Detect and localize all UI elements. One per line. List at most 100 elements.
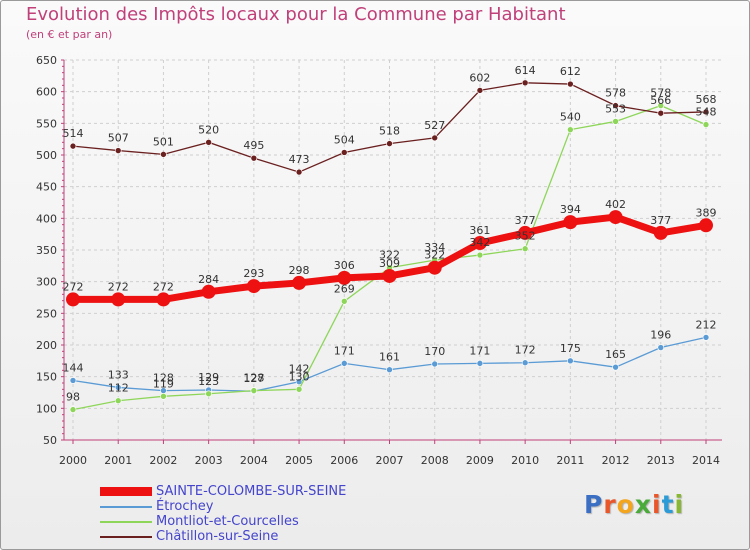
data-label: 495 xyxy=(243,139,264,152)
data-point xyxy=(386,140,393,147)
y-tick-label: 650 xyxy=(36,54,57,67)
data-point xyxy=(250,387,258,394)
data-label: 568 xyxy=(696,93,717,106)
data-label: 527 xyxy=(424,119,445,132)
data-point xyxy=(114,384,122,391)
series-lines xyxy=(66,79,713,413)
data-label: 175 xyxy=(560,342,581,355)
y-tick-label: 150 xyxy=(36,371,57,384)
data-label: 377 xyxy=(515,214,536,227)
data-label: 212 xyxy=(696,318,717,331)
data-point xyxy=(205,139,212,146)
chart-title: Evolution des Impôts locaux pour la Comm… xyxy=(26,4,566,25)
x-tick-label: 2006 xyxy=(330,454,358,467)
data-label: 377 xyxy=(650,214,671,227)
data-label: 123 xyxy=(198,375,219,388)
logo-letter: P xyxy=(584,490,604,519)
data-point xyxy=(337,270,352,285)
data-point xyxy=(431,360,439,368)
data-point xyxy=(521,245,529,253)
data-label: 578 xyxy=(605,87,626,100)
data-label: 578 xyxy=(650,87,671,100)
y-tick-label: 500 xyxy=(36,149,57,162)
data-point xyxy=(472,236,487,251)
legend-label: SAINTE-COLOMBE-SUR-SEINE xyxy=(156,484,347,499)
data-label: 165 xyxy=(605,348,626,361)
data-point xyxy=(612,102,619,109)
data-label: 298 xyxy=(289,264,310,277)
data-label: 602 xyxy=(469,71,490,84)
proxiti-logo: Proxiti xyxy=(584,490,684,519)
data-point xyxy=(612,118,619,125)
data-label: 98 xyxy=(66,391,80,404)
y-tick-label: 550 xyxy=(36,117,57,130)
data-label: 540 xyxy=(560,111,581,124)
data-label: 269 xyxy=(334,282,355,295)
data-point xyxy=(518,225,533,240)
logo-letter: i xyxy=(652,490,662,519)
y-tick-label: 450 xyxy=(36,181,57,194)
data-point xyxy=(66,292,80,307)
axes: 50 100 150 200 250 300 350 400 450 500 550 600 650 20… xyxy=(36,54,722,467)
x-tick-label: 2014 xyxy=(692,454,720,467)
logo-letter: t xyxy=(661,490,675,519)
legend-label: Châtillon-sur-Seine xyxy=(156,529,279,544)
data-point xyxy=(567,357,574,365)
x-tick-label: 2004 xyxy=(240,454,268,467)
data-label: 473 xyxy=(289,153,310,166)
data-point xyxy=(702,108,710,116)
data-label: 306 xyxy=(334,259,355,272)
data-label: 566 xyxy=(650,94,671,107)
data-point xyxy=(657,109,665,117)
data-label: 309 xyxy=(379,257,400,270)
data-label: 504 xyxy=(334,133,355,146)
data-point xyxy=(250,154,258,162)
data-point xyxy=(114,397,122,405)
data-point xyxy=(657,344,665,351)
logo-letter: o xyxy=(616,490,635,519)
data-point xyxy=(386,366,393,374)
legend-swatch xyxy=(100,487,152,496)
data-label: 272 xyxy=(63,280,84,293)
data-point xyxy=(567,80,574,88)
data-label: 507 xyxy=(108,132,129,145)
x-tick-label: 2007 xyxy=(376,454,404,467)
x-tick-label: 2011 xyxy=(556,454,584,467)
data-point xyxy=(111,292,126,307)
x-tick-label: 2000 xyxy=(59,454,87,467)
data-point xyxy=(476,87,484,94)
data-point xyxy=(476,360,484,367)
y-tick-label: 100 xyxy=(36,402,57,415)
data-point xyxy=(702,334,710,341)
data-label: 518 xyxy=(379,125,400,138)
data-point xyxy=(69,377,77,384)
data-point xyxy=(382,268,397,283)
data-point xyxy=(657,102,665,109)
x-tick-label: 2005 xyxy=(285,454,313,467)
data-label: 612 xyxy=(560,65,581,78)
data-point xyxy=(653,225,668,240)
data-point xyxy=(295,378,303,386)
data-label: 548 xyxy=(696,106,717,119)
data-point xyxy=(431,134,439,142)
data-point xyxy=(340,149,348,156)
y-tick-label: 300 xyxy=(36,276,57,289)
data-label: 161 xyxy=(379,351,400,364)
x-tick-label: 2003 xyxy=(195,454,223,467)
data-point xyxy=(201,284,216,299)
data-label: 553 xyxy=(605,102,626,115)
data-point xyxy=(521,79,529,87)
legend-label: Montliot-et-Courcelles xyxy=(156,514,299,529)
data-label: 170 xyxy=(424,345,445,358)
logo-letter: i xyxy=(674,490,685,519)
data-label: 322 xyxy=(379,249,400,262)
data-label: 142 xyxy=(289,363,310,376)
logo-letter: x xyxy=(634,490,652,519)
data-label: 128 xyxy=(243,372,264,385)
data-point xyxy=(160,392,167,400)
data-label: 402 xyxy=(605,198,626,211)
data-label: 614 xyxy=(515,64,536,77)
data-label: 129 xyxy=(198,371,219,384)
y-tick-label: 50 xyxy=(43,434,57,447)
